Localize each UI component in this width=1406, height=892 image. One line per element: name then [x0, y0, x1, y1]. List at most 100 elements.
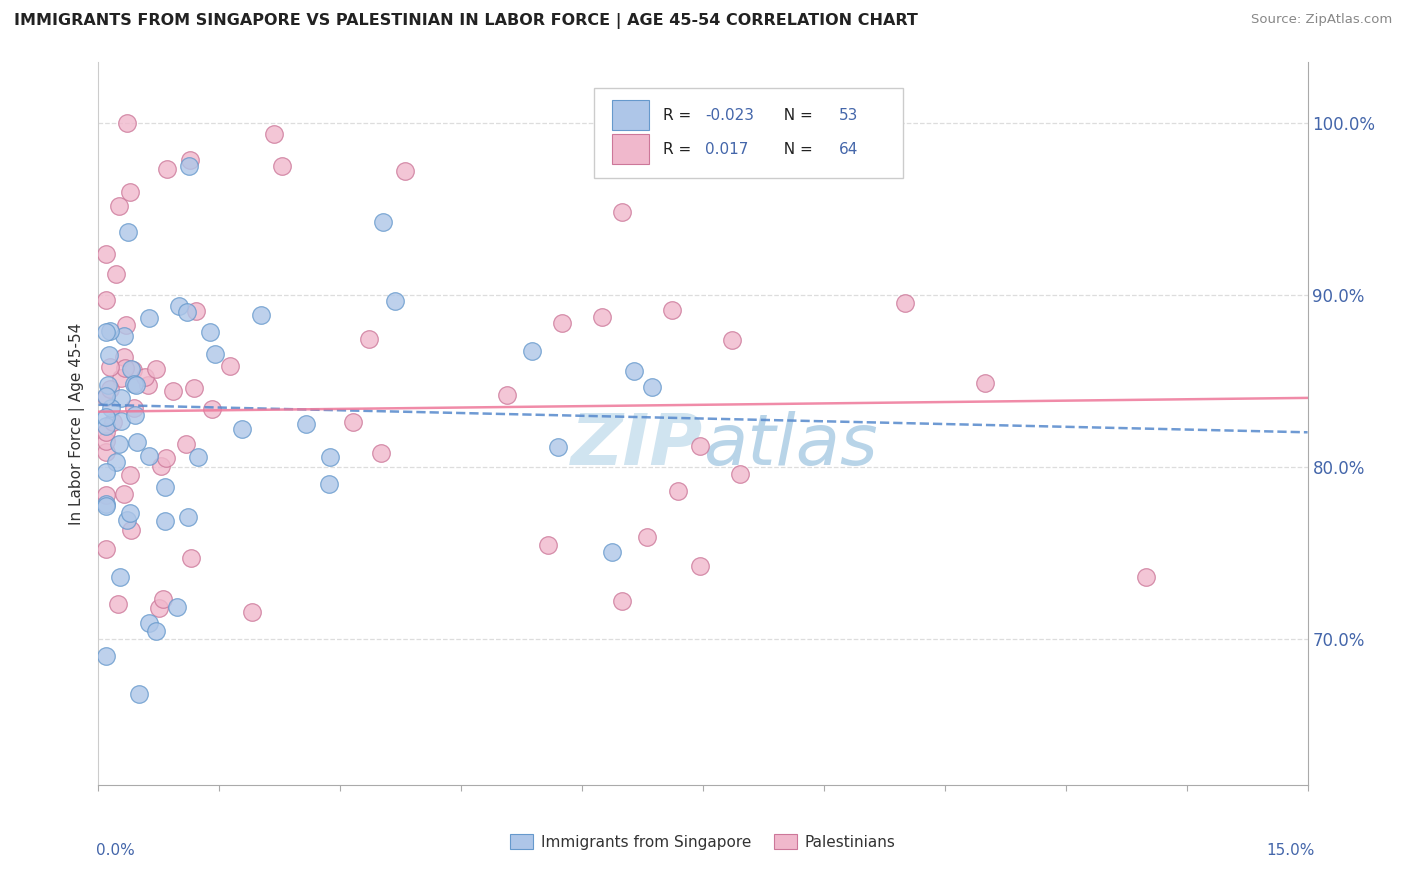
Point	[96, 389, 118, 403]
Legend: Immigrants from Singapore, Palestinians: Immigrants from Singapore, Palestinians	[510, 834, 896, 849]
Point	[107, 597, 129, 611]
Point	[118, 506, 141, 520]
Point	[176, 305, 198, 319]
Point	[219, 359, 242, 373]
Point	[183, 382, 205, 396]
Point	[730, 467, 752, 481]
Point	[145, 362, 167, 376]
Point	[105, 455, 128, 469]
Point	[177, 510, 200, 524]
Point	[104, 267, 127, 281]
Point	[689, 439, 711, 453]
Text: atlas: atlas	[703, 411, 877, 480]
Text: 64: 64	[838, 142, 858, 157]
Point	[115, 115, 138, 129]
Point	[370, 446, 392, 460]
Point	[125, 378, 148, 392]
Text: ZIP: ZIP	[571, 411, 703, 480]
Point	[96, 425, 118, 439]
Text: IMMIGRANTS FROM SINGAPORE VS PALESTINIAN IN LABOR FORCE | AGE 45-54 CORRELATION : IMMIGRANTS FROM SINGAPORE VS PALESTINIAN…	[14, 13, 918, 29]
Point	[138, 615, 160, 630]
Text: 0.017: 0.017	[706, 142, 749, 157]
Point	[127, 434, 149, 449]
Point	[179, 153, 201, 168]
Point	[138, 311, 160, 326]
Point	[114, 318, 136, 332]
Y-axis label: In Labor Force | Age 45-54: In Labor Force | Age 45-54	[69, 323, 86, 524]
Text: N =: N =	[775, 142, 818, 157]
Point	[114, 360, 136, 375]
Text: R =: R =	[664, 142, 696, 157]
Point	[198, 326, 221, 340]
Point	[110, 371, 132, 385]
Point	[547, 441, 569, 455]
Point	[155, 451, 177, 466]
Point	[636, 530, 658, 544]
Point	[186, 303, 208, 318]
Point	[551, 316, 574, 330]
Point	[96, 418, 118, 433]
Point	[128, 687, 150, 701]
Text: -0.023: -0.023	[706, 108, 755, 123]
Point	[187, 450, 209, 464]
Point	[98, 348, 121, 362]
Point	[537, 538, 560, 552]
Point	[96, 488, 118, 502]
Point	[661, 303, 683, 318]
FancyBboxPatch shape	[613, 134, 648, 164]
Point	[150, 459, 173, 474]
Point	[893, 295, 915, 310]
Point	[96, 499, 118, 513]
Point	[96, 444, 118, 458]
Point	[96, 466, 118, 480]
Point	[204, 347, 226, 361]
Point	[115, 513, 138, 527]
Point	[384, 294, 406, 309]
Point	[120, 185, 142, 199]
Point	[101, 415, 124, 429]
Point	[394, 164, 416, 178]
Point	[373, 215, 395, 229]
Point	[96, 648, 118, 663]
Point	[120, 524, 142, 538]
Point	[112, 487, 135, 501]
Point	[124, 401, 146, 415]
Point	[240, 605, 263, 619]
Point	[110, 391, 132, 405]
Point	[520, 343, 543, 358]
Point	[117, 225, 139, 239]
Point	[122, 377, 145, 392]
Point	[138, 378, 160, 392]
Point	[108, 570, 131, 584]
Point	[263, 128, 285, 142]
Point	[148, 600, 170, 615]
Point	[689, 559, 711, 574]
Point	[96, 325, 118, 339]
Point	[100, 401, 122, 416]
Point	[124, 408, 146, 422]
Point	[96, 434, 118, 448]
Point	[612, 205, 634, 219]
Point	[120, 467, 142, 482]
Point	[612, 594, 634, 608]
Point	[96, 542, 118, 557]
FancyBboxPatch shape	[595, 87, 903, 178]
Point	[120, 361, 142, 376]
Point	[152, 591, 174, 606]
Text: 53: 53	[838, 108, 858, 123]
Point	[319, 450, 342, 464]
Point	[640, 380, 662, 394]
Point	[666, 484, 689, 499]
Point	[201, 401, 224, 416]
Point	[1135, 570, 1157, 584]
Point	[342, 415, 364, 429]
Point	[98, 324, 121, 338]
Point	[162, 384, 184, 398]
Text: Source: ZipAtlas.com: Source: ZipAtlas.com	[1251, 13, 1392, 27]
Text: N =: N =	[775, 108, 818, 123]
Point	[169, 299, 191, 313]
Point	[110, 414, 132, 428]
Point	[96, 410, 118, 425]
Text: 0.0%: 0.0%	[96, 843, 135, 858]
Point	[153, 480, 176, 494]
